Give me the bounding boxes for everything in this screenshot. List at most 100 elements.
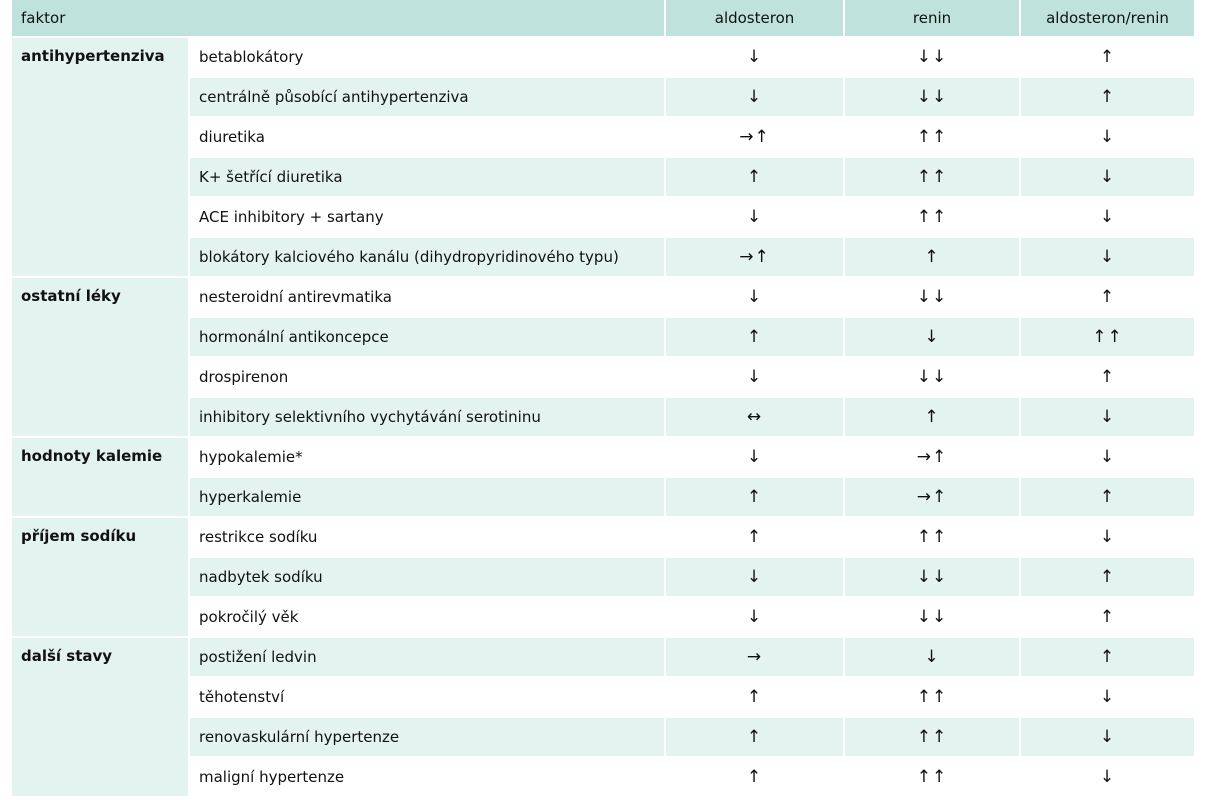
ratio-effect-cell: ↑↑: [1020, 317, 1197, 358]
renin-effect-cell: →↑: [844, 437, 1022, 478]
ratio-effect-cell: ↑: [1020, 357, 1197, 398]
factor-item-cell: postižení ledvin: [189, 637, 667, 678]
ratio-effect-cell: ↓: [1020, 517, 1197, 558]
ratio-effect-cell: ↓: [1020, 397, 1197, 438]
table-row: těhotenství ↑ ↑↑ ↓: [12, 677, 1197, 718]
factor-table-container: faktor aldosteron renin aldosteron/renin…: [12, 0, 1197, 798]
factor-item-cell: K+ šetřící diuretika: [189, 157, 667, 198]
table-row: diuretika →↑ ↑↑ ↓: [12, 117, 1197, 158]
factor-item-cell: betablokátory: [189, 37, 667, 78]
table-row: renovaskulární hypertenze ↑ ↑↑ ↓: [12, 717, 1197, 758]
category-cell: ostatní léky: [12, 277, 190, 438]
header-aldosterone-renin-ratio: aldosteron/renin: [1020, 0, 1197, 38]
ratio-effect-cell: ↓: [1020, 197, 1197, 238]
factor-item-cell: restrikce sodíku: [189, 517, 667, 558]
renin-effect-cell: ↓↓: [844, 77, 1022, 118]
aldosterone-effect-cell: ↑: [665, 717, 846, 758]
table-row: další stavy postižení ledvin → ↓ ↑: [12, 637, 1197, 798]
table-row: centrálně působící antihypertenziva ↓ ↓↓ ↑: [12, 77, 1197, 118]
table-header-row: faktor aldosteron renin aldosteron/renin: [12, 0, 1197, 38]
ratio-effect-cell: ↑: [1020, 277, 1197, 318]
ratio-effect-cell: ↑: [1020, 37, 1197, 78]
aldosterone-effect-cell: ↓: [665, 277, 846, 318]
factor-item-cell: maligní hypertenze: [189, 757, 667, 798]
factor-item-cell: renovaskulární hypertenze: [189, 717, 667, 758]
renin-effect-cell: ↑↑: [844, 517, 1022, 558]
renin-effect-cell: ↑: [844, 397, 1022, 438]
ratio-effect-cell: ↓: [1020, 117, 1197, 158]
category-cell: další stavy: [12, 637, 190, 798]
aldosterone-effect-cell: ↓: [665, 597, 846, 638]
factor-item-cell: pokročilý věk: [189, 597, 667, 638]
aldosterone-effect-cell: ↔: [665, 397, 846, 438]
renin-effect-cell: ↓↓: [844, 37, 1022, 78]
ratio-effect-cell: ↓: [1020, 437, 1197, 478]
ratio-effect-cell: ↑: [1020, 477, 1197, 518]
renin-effect-cell: ↑: [844, 237, 1022, 278]
ratio-effect-cell: ↓: [1020, 677, 1197, 718]
aldosterone-effect-cell: ↑: [665, 317, 846, 358]
ratio-effect-cell: ↑: [1020, 557, 1197, 598]
table-row: ACE inhibitory + sartany ↓ ↑↑ ↓: [12, 197, 1197, 238]
aldosterone-effect-cell: →↑: [665, 237, 846, 278]
factor-item-cell: blokátory kalciového kanálu (dihydropyri…: [189, 237, 667, 278]
renin-effect-cell: ↑↑: [844, 117, 1022, 158]
table-row: blokátory kalciového kanálu (dihydropyri…: [12, 237, 1197, 278]
factor-item-cell: nesteroidní antirevmatika: [189, 277, 667, 318]
factor-item-cell: hypokalemie*: [189, 437, 667, 478]
ratio-effect-cell: ↑: [1020, 77, 1197, 118]
table-row: inhibitory selektivního vychytávání sero…: [12, 397, 1197, 438]
ratio-effect-cell: ↓: [1020, 157, 1197, 198]
category-cell: příjem sodíku: [12, 517, 190, 638]
category-cell: antihypertenziva: [12, 37, 190, 278]
renin-effect-cell: ↓↓: [844, 277, 1022, 318]
aldosterone-effect-cell: →↑: [665, 117, 846, 158]
aldosterone-effect-cell: ↑: [665, 477, 846, 518]
ratio-effect-cell: ↓: [1020, 757, 1197, 798]
table-row: hyperkalemie ↑ →↑ ↑: [12, 477, 1197, 518]
aldosterone-effect-cell: ↓: [665, 437, 846, 478]
table-row: drospirenon ↓ ↓↓ ↑: [12, 357, 1197, 398]
factor-item-cell: diuretika: [189, 117, 667, 158]
factor-item-cell: drospirenon: [189, 357, 667, 398]
factor-effects-table: faktor aldosteron renin aldosteron/renin…: [12, 0, 1197, 798]
ratio-effect-cell: ↓: [1020, 717, 1197, 758]
header-aldosterone: aldosteron: [665, 0, 846, 38]
header-factor: faktor: [12, 0, 667, 38]
factor-item-cell: hormonální antikoncepce: [189, 317, 667, 358]
aldosterone-effect-cell: →: [665, 637, 846, 678]
factor-item-cell: inhibitory selektivního vychytávání sero…: [189, 397, 667, 438]
table-row: antihypertenziva betablokátory ↓ ↓↓ ↑: [12, 37, 1197, 278]
factor-item-cell: ACE inhibitory + sartany: [189, 197, 667, 238]
aldosterone-effect-cell: ↑: [665, 677, 846, 718]
table-body: antihypertenziva betablokátory ↓ ↓↓ ↑ centrál…: [12, 37, 1197, 798]
aldosterone-effect-cell: ↓: [665, 37, 846, 78]
table-row: hodnoty kalemie hypokalemie* ↓ →↑ ↓: [12, 437, 1197, 518]
aldosterone-effect-cell: ↑: [665, 757, 846, 798]
table-row: příjem sodíku restrikce sodíku ↑ ↑↑ ↓: [12, 517, 1197, 638]
renin-effect-cell: ↑↑: [844, 757, 1022, 798]
aldosterone-effect-cell: ↑: [665, 517, 846, 558]
aldosterone-effect-cell: ↓: [665, 357, 846, 398]
renin-effect-cell: ↓: [844, 317, 1022, 358]
renin-effect-cell: ↑↑: [844, 197, 1022, 238]
table-row: pokročilý věk ↓ ↓↓ ↑: [12, 597, 1197, 638]
aldosterone-effect-cell: ↓: [665, 197, 846, 238]
aldosterone-effect-cell: ↑: [665, 157, 846, 198]
renin-effect-cell: →↑: [844, 477, 1022, 518]
renin-effect-cell: ↑↑: [844, 717, 1022, 758]
aldosterone-effect-cell: ↓: [665, 557, 846, 598]
ratio-effect-cell: ↑: [1020, 597, 1197, 638]
table-row: ostatní léky nesteroidní antirevmatika ↓ ↓↓…: [12, 277, 1197, 438]
renin-effect-cell: ↓↓: [844, 557, 1022, 598]
factor-item-cell: centrálně působící antihypertenziva: [189, 77, 667, 118]
table-row: K+ šetřící diuretika ↑ ↑↑ ↓: [12, 157, 1197, 198]
table-row: nadbytek sodíku ↓ ↓↓ ↑: [12, 557, 1197, 598]
category-cell: hodnoty kalemie: [12, 437, 190, 518]
renin-effect-cell: ↑↑: [844, 677, 1022, 718]
ratio-effect-cell: ↓: [1020, 237, 1197, 278]
factor-item-cell: hyperkalemie: [189, 477, 667, 518]
renin-effect-cell: ↑↑: [844, 157, 1022, 198]
table-row: hormonální antikoncepce ↑ ↓ ↑↑: [12, 317, 1197, 358]
renin-effect-cell: ↓↓: [844, 597, 1022, 638]
